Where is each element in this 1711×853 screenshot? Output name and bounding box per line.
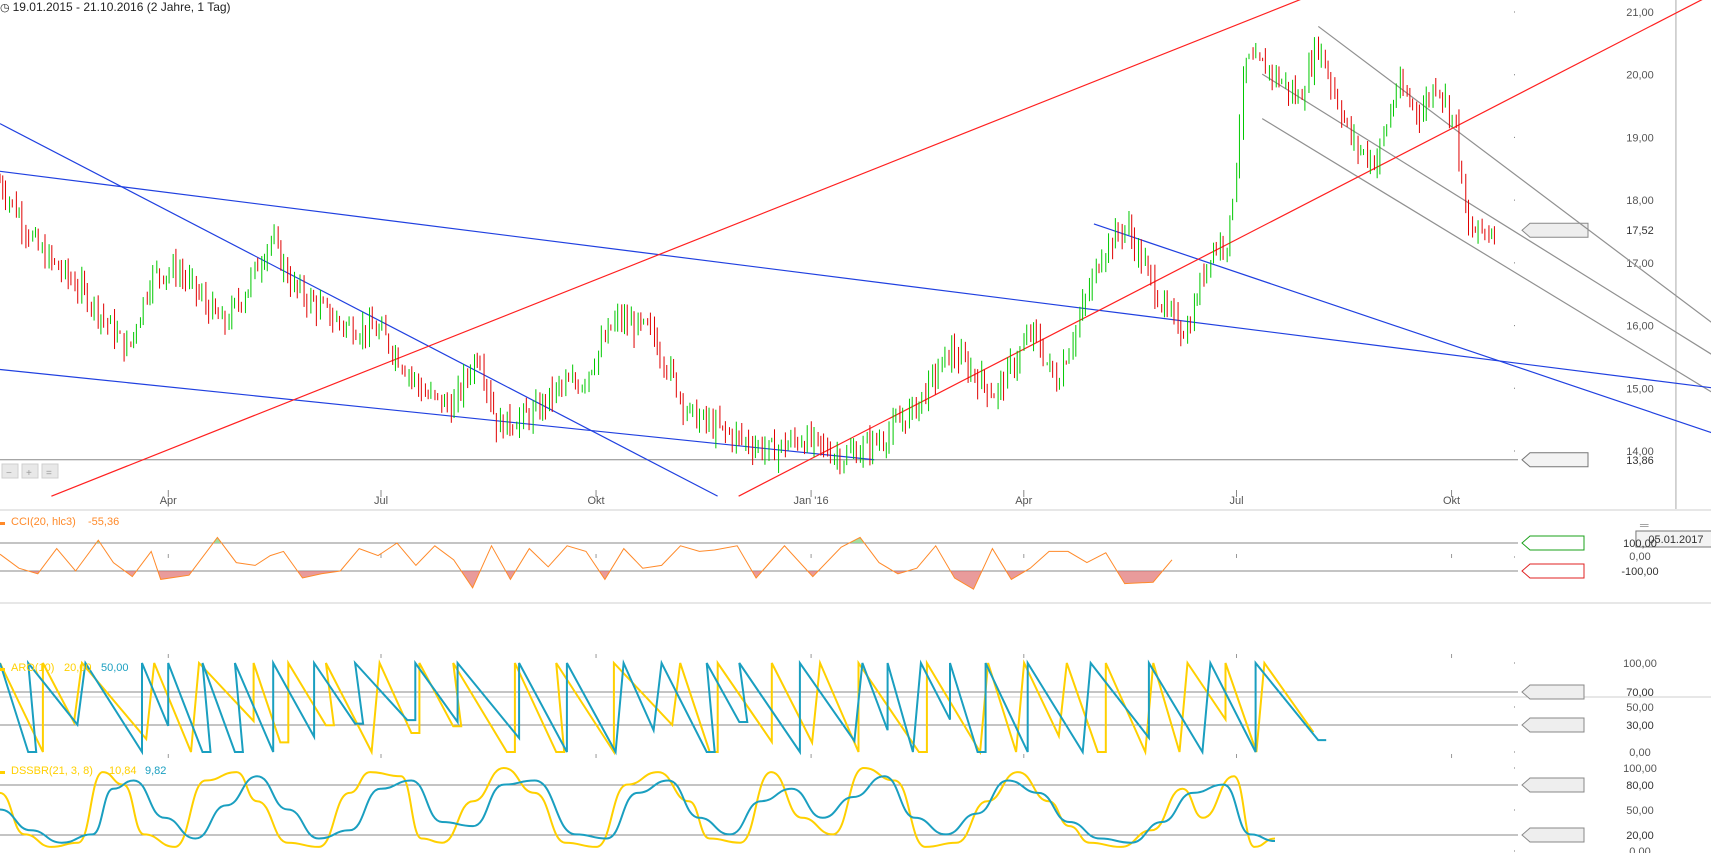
- dss-k-line: [0, 766, 1276, 848]
- aro-legend-swatch: [0, 668, 5, 671]
- cci-0-label: 0,00: [1629, 551, 1650, 563]
- aro-axis-label-2: 0,00: [1629, 747, 1650, 759]
- date-range-text: 19.01.2015 - 21.10.2016 (2 Jahre, 1 Tag): [12, 0, 231, 14]
- gray-trendline-0: [1317, 25, 1711, 323]
- aro-legend: ARO(10): [11, 662, 54, 674]
- zoom-button-1: [1, 463, 19, 479]
- blue-trendline-2: [0, 368, 875, 461]
- aro-30-box: [1521, 717, 1585, 733]
- zoom-button-2: [21, 463, 39, 479]
- reset-icon: =: [46, 468, 52, 479]
- x-tick-label-6: Okt: [1443, 495, 1460, 507]
- y-tick-label-7: 14,00: [1626, 446, 1654, 458]
- x-tick-label-2: Okt: [587, 495, 604, 507]
- plus-icon: +: [26, 468, 32, 479]
- date-marker-label: 05.01.2017: [1648, 534, 1703, 546]
- y-tick-label-4: 17,00: [1626, 258, 1654, 270]
- scroll-indicator-icon: ═: [1639, 518, 1649, 532]
- low-marker-label: 13,86: [1626, 455, 1654, 467]
- last-price-box: [1521, 222, 1589, 238]
- dss-axis-label-1: 50,00: [1626, 805, 1654, 817]
- dss-20-box: [1521, 827, 1585, 843]
- y-tick-label-1: 20,00: [1626, 70, 1654, 82]
- x-tick-label-5: Jul: [1229, 495, 1243, 507]
- aro-legend-value-1: 20,00: [64, 662, 92, 674]
- x-tick-label-4: Apr: [1015, 495, 1032, 507]
- aro-axis-label-0: 100,00: [1623, 658, 1657, 670]
- y-tick-label-0: 21,00: [1626, 7, 1654, 19]
- x-tick-label-3: Jan '16: [794, 495, 829, 507]
- red-trendline-0: [51, 0, 1301, 497]
- dss-axis-label-0: 100,00: [1623, 763, 1657, 775]
- cci-line: [0, 536, 1173, 590]
- cci-100-box: [1521, 535, 1585, 551]
- dss-80-box: [1521, 777, 1585, 793]
- zoom-button-3: [41, 463, 59, 479]
- dss-legend: DSSBR(21, 3, 8): [11, 765, 93, 777]
- blue-trendline-1: [0, 170, 1711, 389]
- aroon-down-line: [0, 659, 1327, 756]
- cci-overbought-fill: [0, 537, 1172, 543]
- dss-legend-value-1: 10,84: [109, 765, 137, 777]
- aro-70-label: 70,00: [1626, 687, 1654, 699]
- cci-legend-swatch: [0, 522, 5, 525]
- dss-legend-value-2: 9,82: [145, 765, 166, 777]
- blue-trendline-3: [1093, 223, 1711, 434]
- gray-trendline-2: [1261, 118, 1711, 393]
- minus-icon: −: [6, 468, 12, 479]
- cci-oversold-fill: [0, 571, 1172, 590]
- aro-30-label: 30,00: [1626, 720, 1654, 732]
- cci-minus100-box: [1521, 563, 1585, 579]
- last-price-label: 17,52: [1626, 225, 1654, 237]
- date-range-header: ◷ 19.01.2015 - 21.10.2016 (2 Jahre, 1 Ta…: [0, 0, 231, 14]
- cci-minus100-label: -100,00: [1621, 566, 1658, 578]
- aro-legend-value-2: 50,00: [101, 662, 129, 674]
- blue-trendline-0: [0, 123, 718, 497]
- dss-axis-label-2: 0,00: [1629, 846, 1650, 853]
- aro-70-box: [1521, 684, 1585, 700]
- date-marker-box: [1635, 530, 1711, 548]
- y-tick-label-6: 15,00: [1626, 383, 1654, 395]
- cci-legend: CCI(20, hlc3): [11, 516, 76, 528]
- dss-legend-swatch: [0, 771, 5, 774]
- clock-icon: ◷: [0, 1, 10, 14]
- dss-20-label: 20,00: [1626, 830, 1654, 842]
- low-marker-box: [1521, 452, 1589, 468]
- dss-d-line: [0, 775, 1276, 844]
- y-tick-label-3: 18,00: [1626, 195, 1654, 207]
- gray-trendline-1: [1261, 73, 1711, 355]
- aroon-up-line: [0, 659, 1315, 756]
- aro-axis-label-1: 50,00: [1626, 702, 1654, 714]
- dss-80-label: 80,00: [1626, 780, 1654, 792]
- y-tick-label-5: 16,00: [1626, 321, 1654, 333]
- x-tick-label-1: Jul: [374, 495, 388, 507]
- x-tick-label-0: Apr: [160, 495, 177, 507]
- red-trendline-1: [738, 0, 1703, 497]
- cci-100-label: 100,00: [1623, 538, 1657, 550]
- y-tick-label-2: 19,00: [1626, 132, 1654, 144]
- cci-legend-value: -55,36: [88, 516, 119, 528]
